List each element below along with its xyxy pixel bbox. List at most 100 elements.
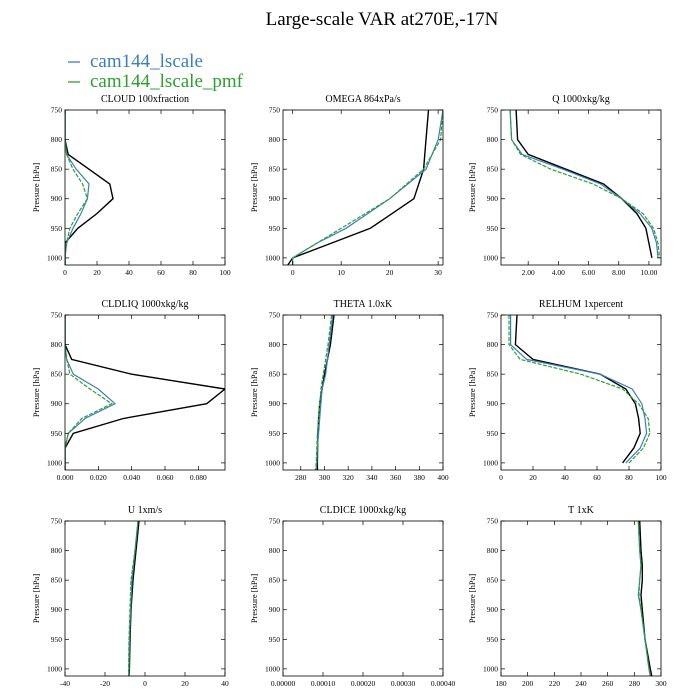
series-line-ref	[65, 315, 225, 470]
series-group	[287, 110, 443, 265]
x-tick-label: 2.00	[522, 268, 535, 277]
panel-title: OMEGA 864xPa/s	[325, 94, 400, 105]
y-tick-label: 900	[269, 605, 281, 614]
panel-3: Q 1000xkg/kg 2.00 4.00 6.00 8.00 10.00 750 800 8…	[467, 94, 662, 277]
x-tick-label: 0.080	[190, 473, 207, 482]
x-tick-label: 0	[291, 268, 295, 277]
y-tick-label: 950	[487, 635, 499, 644]
x-tick-label: 320	[343, 473, 355, 482]
legend-label-pmf: cam144_lscale_pmf	[90, 71, 244, 92]
panel-6: RELHUM 1xpercent 0 20 40 60 80 100 750 800 850 900…	[467, 299, 667, 482]
y-axis-label: Pressure [hPa]	[467, 574, 477, 624]
panels-grid: CLOUD 100xfraction 0 20 40 60 80 100 750 800 850 9…	[31, 94, 667, 688]
series-line-lscale	[509, 110, 659, 258]
x-tick-label: 0	[499, 473, 503, 482]
series-group	[509, 110, 661, 259]
x-tick-label: 40	[221, 679, 229, 688]
series-line-pmf	[292, 110, 443, 265]
y-tick-label: 750	[487, 106, 499, 115]
x-tick-label: 0.00010	[311, 679, 336, 688]
x-tick-label: -40	[60, 679, 70, 688]
y-tick-label: 850	[51, 370, 63, 379]
series-group	[65, 110, 114, 265]
series-line-ref	[639, 521, 653, 676]
series-line-pmf	[65, 315, 113, 470]
series-line-pmf	[508, 315, 651, 464]
y-tick-label: 750	[51, 311, 63, 320]
y-tick-label: 750	[487, 517, 499, 526]
series-group	[508, 315, 651, 464]
x-tick-label: 280	[629, 679, 641, 688]
series-group	[315, 315, 335, 470]
y-tick-label: 950	[269, 429, 281, 438]
y-tick-label: 800	[487, 135, 499, 144]
y-tick-label: 800	[51, 546, 63, 555]
series-line-ref	[514, 315, 641, 464]
panel-title: CLOUD 100xfraction	[101, 94, 189, 105]
x-tick-label: 4.00	[552, 268, 565, 277]
legend-item-pmf: cam144_lscale_pmf	[68, 71, 244, 92]
x-tick-label: 30	[434, 268, 442, 277]
x-tick-label: 100	[219, 268, 231, 277]
y-axis-label: Pressure [hPa]	[467, 368, 477, 418]
plot-frame	[500, 520, 662, 677]
series-line-pmf	[65, 110, 89, 265]
y-axis-label: Pressure [hPa]	[31, 163, 41, 213]
legend: cam144_lscale cam144_lscale_pmf	[68, 51, 244, 92]
series-line-pmf	[509, 110, 661, 258]
plot-frame	[282, 520, 444, 677]
y-axis-label: Pressure [hPa]	[249, 574, 259, 624]
y-tick-label: 950	[487, 224, 499, 233]
y-tick-label: 850	[487, 576, 499, 585]
y-tick-label: 900	[269, 194, 281, 203]
y-axis-label: Pressure [hPa]	[31, 574, 41, 624]
y-tick-label: 850	[269, 165, 281, 174]
y-tick-label: 950	[51, 429, 63, 438]
x-tick-label: 80	[625, 473, 633, 482]
x-tick-label: 40	[561, 473, 569, 482]
y-tick-label: 1000	[265, 458, 280, 467]
x-tick-label: 0.000	[57, 473, 74, 482]
y-tick-label: 800	[51, 135, 63, 144]
y-tick-label: 800	[269, 340, 281, 349]
y-tick-label: 900	[269, 399, 281, 408]
plot-frame	[282, 314, 444, 471]
y-tick-label: 1000	[483, 253, 498, 262]
x-tick-label: 20	[386, 268, 394, 277]
panel-7: U 1xm/s -40 -20 0 20 40 750 800 850 900 950 1000 Pre…	[31, 505, 229, 688]
y-tick-label: 950	[269, 635, 281, 644]
x-tick-label: 300	[319, 473, 331, 482]
panel-9: T 1xK 180 200 220 240 260 280 300 750 800 850 900 95…	[467, 505, 667, 688]
y-tick-label: 900	[51, 194, 63, 203]
series-line-ref	[316, 315, 335, 470]
y-tick-label: 900	[51, 605, 63, 614]
panel-4: CLDLIQ 1000xkg/kg 0.000 0.020 0.040 0.060 0.0…	[31, 299, 226, 482]
y-tick-label: 900	[487, 399, 499, 408]
x-tick-label: 20	[93, 268, 101, 277]
x-tick-label: 60	[157, 268, 165, 277]
x-tick-label: -20	[100, 679, 110, 688]
panel-title: RELHUM 1xpercent	[539, 299, 623, 310]
x-tick-label: 10.00	[640, 268, 657, 277]
y-tick-label: 750	[269, 311, 281, 320]
series-line-lscale	[315, 315, 334, 470]
series-line-lscale	[65, 315, 117, 470]
series-line-pmf	[315, 315, 333, 470]
plot-frame	[500, 109, 662, 266]
x-tick-label: 0.00020	[351, 679, 376, 688]
y-tick-label: 850	[51, 165, 63, 174]
series-line-pmf	[128, 521, 139, 676]
panel-title: CLDLIQ 1000xkg/kg	[102, 299, 189, 310]
x-tick-label: 6.00	[582, 268, 595, 277]
x-tick-label: 0	[63, 268, 67, 277]
series-line-lscale	[292, 110, 443, 265]
series-group	[65, 315, 225, 470]
y-axis-label: Pressure [hPa]	[31, 368, 41, 418]
panel-8: CLDICE 1000xkg/kg 0.00000 0.00010 0.00020 0.…	[249, 505, 455, 688]
x-tick-label: 0.060	[157, 473, 174, 482]
x-tick-label: 0.00040	[431, 679, 456, 688]
x-tick-label: 280	[295, 473, 307, 482]
y-tick-label: 1000	[47, 253, 62, 262]
x-tick-label: 260	[602, 679, 614, 688]
